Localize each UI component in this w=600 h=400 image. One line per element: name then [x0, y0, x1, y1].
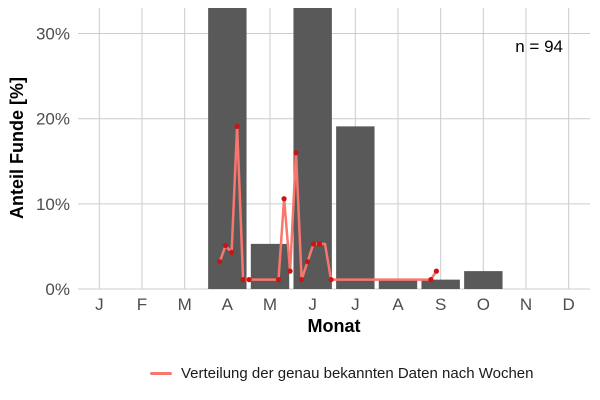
weekly-data-point — [229, 249, 235, 255]
weekly-data-point — [217, 259, 223, 265]
x-axis-title: Monat — [308, 316, 361, 336]
x-tick-label: D — [563, 295, 575, 314]
x-tick-label: J — [95, 295, 104, 314]
x-tick-label: S — [435, 295, 446, 314]
x-tick-label: F — [137, 295, 147, 314]
weekly-data-point — [287, 268, 293, 274]
weekly-data-point — [428, 277, 434, 283]
bar-a-4 — [208, 8, 247, 289]
y-tick-label: 0% — [45, 280, 70, 299]
weekly-data-point — [298, 277, 305, 283]
weekly-data-point — [223, 242, 229, 249]
x-tick-label: J — [308, 295, 317, 314]
gridlines — [78, 8, 590, 290]
x-tick-label: N — [520, 295, 532, 314]
y-axis-title: Anteil Funde [%] — [7, 77, 27, 219]
weekly-data-point — [328, 277, 334, 283]
weekly-data-point — [293, 150, 299, 156]
y-tick-label: 30% — [36, 25, 70, 44]
bar-s-9 — [421, 279, 460, 289]
weekly-data-point — [246, 277, 252, 283]
legend-line-key — [150, 371, 172, 375]
x-tick-label: A — [392, 295, 404, 314]
x-tick-label: J — [351, 295, 360, 314]
weekly-data-point — [281, 196, 287, 202]
x-tick-label: A — [222, 295, 234, 314]
legend: Verteilung der genau bekannten Daten nac… — [150, 361, 534, 385]
weekly-data-point — [433, 268, 439, 274]
line-series-group — [217, 123, 439, 283]
y-tick-label: 10% — [36, 195, 70, 214]
weekly-data-point — [275, 277, 282, 283]
weekly-data-point — [304, 259, 311, 265]
weekly-data-point — [234, 123, 240, 129]
legend-label: Verteilung der genau bekannten Daten nac… — [181, 364, 534, 382]
sample-size-annotation: n = 94 — [515, 37, 563, 56]
bar-j-7 — [336, 126, 375, 290]
x-tick-label: O — [477, 295, 490, 314]
y-axis-ticks: 0% 10% 20% 30% — [36, 25, 70, 299]
bar-o-10 — [464, 271, 503, 289]
x-tick-label: M — [263, 295, 277, 314]
x-tick-label: M — [178, 295, 192, 314]
weekly-data-point — [240, 277, 246, 283]
bar-m-5 — [250, 243, 290, 289]
weekly-data-point — [310, 241, 317, 247]
weekly-distribution-line — [218, 125, 438, 281]
y-tick-label: 20% — [36, 110, 70, 129]
bar-a-8 — [378, 279, 418, 289]
weekly-data-point — [316, 241, 323, 247]
